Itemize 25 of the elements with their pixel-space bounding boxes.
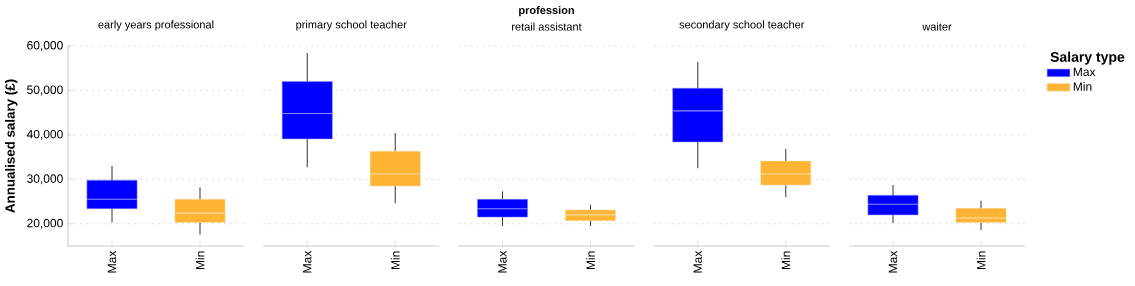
y-tick-label: 30,000 bbox=[27, 174, 63, 185]
x-tick-label: Min bbox=[390, 251, 400, 270]
chart-title: waiter bbox=[922, 22, 952, 31]
x-tick-label: Min bbox=[976, 251, 986, 270]
y-axis-title: Annualised salary (£) bbox=[5, 79, 18, 213]
chart-title: primary school teacher bbox=[296, 20, 407, 31]
chart-title: secondary school teacher bbox=[679, 20, 805, 31]
text: profession bbox=[519, 6, 574, 17]
x-tick-label: Min bbox=[195, 251, 205, 270]
chart-title: retail assistant bbox=[512, 22, 582, 31]
legend-label: Min bbox=[1073, 82, 1092, 91]
y-tick-label: 60,000 bbox=[27, 41, 63, 51]
legend-label: Max bbox=[1073, 67, 1096, 77]
legend-title: Salary type bbox=[1050, 51, 1125, 65]
y-tick-label: 40,000 bbox=[26, 129, 63, 140]
x-tick-label: Min bbox=[781, 251, 791, 270]
y-tick-label: 50,000 bbox=[27, 85, 63, 96]
chart-title: early years professional bbox=[98, 20, 214, 31]
x-tick-label: Max bbox=[107, 250, 117, 273]
x-tick-label: Max bbox=[303, 250, 312, 273]
x-tick-label: Max bbox=[498, 250, 507, 273]
x-tick-label: Max bbox=[693, 250, 702, 273]
y-tick-label: 20,000 bbox=[27, 218, 63, 229]
x-tick-label: Min bbox=[586, 251, 595, 270]
x-tick-label: Max bbox=[888, 250, 898, 273]
